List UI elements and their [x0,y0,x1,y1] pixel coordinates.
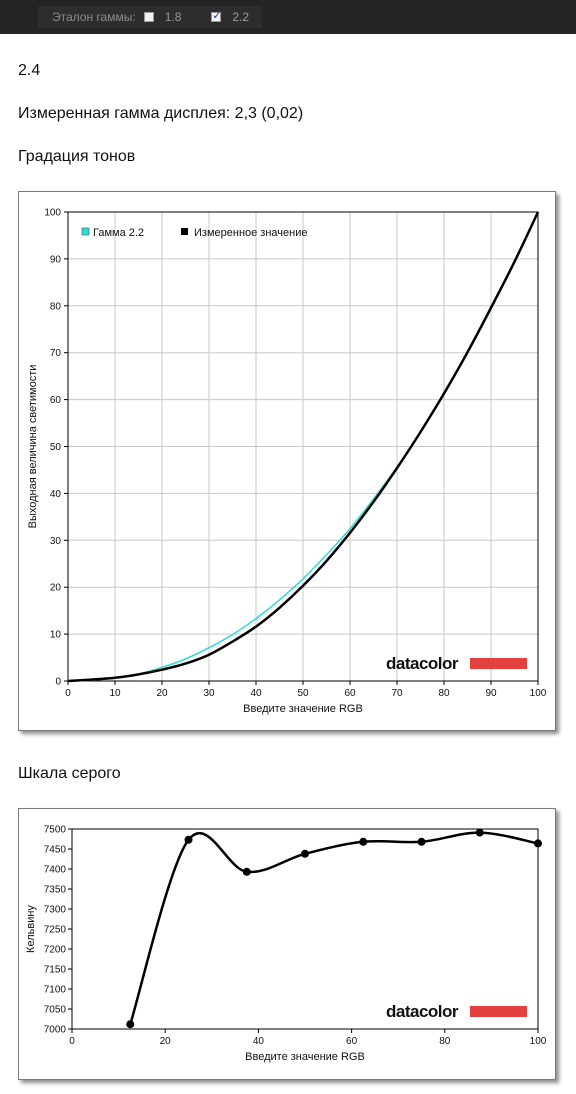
y-tick-label: 90 [50,254,62,265]
x-tick-label: 80 [439,1036,451,1047]
x-tick-label: 20 [160,1036,172,1047]
y-tick-label: 50 [50,442,62,453]
legend-swatch-measured [181,228,188,235]
y-tick-label: 7150 [44,965,67,976]
y-tick-label: 7400 [44,865,67,876]
legend-label-gamma-2-2: Гамма 2.2 [93,227,144,239]
y-tick-label: 7100 [44,985,67,996]
tone-gradation-chart: 0 10 20 30 40 50 60 70 80 90 100 0 10 20 30 40 50 60 70 80 9… [27,208,547,716]
gamma-2-2-label: 2.2 [232,10,250,24]
grayscale-chart: 0 20 40 60 80 100 7000 7050 7100 7150 7200 7250 7300… [25,825,547,1064]
y-tick-label: 0 [55,677,61,688]
gamma-option-2-2[interactable]: 2.2 [211,9,250,24]
x-tick-label: 60 [344,688,356,699]
legend-swatch-gamma-2-2 [81,227,90,236]
gamma-2-2-checkbox[interactable] [211,9,222,22]
data-point [475,828,484,837]
y-tick-label: 10 [50,630,62,641]
y-tick-label: 7050 [44,1005,67,1016]
data-point [417,837,426,846]
y-tick-label: 20 [50,583,62,594]
data-point [301,849,309,858]
grayscale-title: Шкала серого [18,765,121,782]
gamma-1-8-checkbox[interactable] [143,12,154,22]
y-tick-label: 7000 [44,1025,67,1036]
data-point [534,839,542,848]
x-axis-label: Введите значение RGB [245,1051,365,1063]
datacolor-logo-bar [470,658,527,669]
legend-label-measured: Измеренное значение [194,227,308,239]
data-point [359,837,368,846]
y-tick-label: 100 [44,208,61,219]
data-point [184,835,193,844]
datacolor-logo-text: datacolor [386,1002,459,1021]
x-tick-label: 50 [297,688,309,699]
y-tick-label: 7300 [44,905,67,916]
x-tick-label: 100 [530,1036,547,1047]
x-tick-label: 80 [438,688,450,699]
grayscale-chart-panel: 0 20 40 60 80 100 7000 7050 7100 7150 7200 7250 7300… [18,808,556,1080]
y-tick-label: 7350 [44,885,67,896]
y-tick-label: 7250 [44,925,67,936]
x-tick-label: 70 [391,688,403,699]
series-line-measured [67,211,540,683]
x-tick-label: 40 [253,1036,265,1047]
datacolor-logo-text: datacolor [386,654,459,673]
gamma-reference-selector: Эталон гаммы: 1.8 2.2 [38,6,262,28]
y-tick-label: 80 [50,301,62,312]
top-toolbar: Эталон гаммы: 1.8 2.2 [0,0,576,34]
gamma-option-1-8[interactable]: 1.8 [143,10,182,24]
tone-chart-panel: 0 10 20 30 40 50 60 70 80 90 100 0 10 20 30 40 50 60 70 80 9… [18,191,556,731]
x-tick-label: 0 [65,688,71,699]
x-tick-label: 20 [156,688,168,699]
x-tick-label: 90 [485,688,497,699]
y-axis-label: Выходная величина светимости [27,365,39,529]
y-tick-label: 7500 [44,825,67,836]
y-tick-label: 70 [50,348,62,359]
x-tick-label: 10 [109,688,121,699]
x-tick-label: 0 [69,1036,75,1047]
gamma-value: 2.4 [18,62,41,79]
datacolor-logo-bar [470,1006,527,1017]
measured-gamma-text: Измеренная гамма дисплея: 2,3 (0,02) [18,105,304,122]
y-tick-label: 7450 [44,845,67,856]
y-tick-label: 40 [50,489,62,500]
x-tick-label: 60 [346,1036,358,1047]
y-axis-label: Кельвину [25,905,37,953]
data-point [126,1020,135,1029]
plot-area-frame [67,211,539,682]
y-tick-label: 60 [50,395,62,406]
x-tick-label: 30 [203,688,215,699]
x-tick-label: 100 [530,688,547,699]
series-line-kelvin [129,831,539,1025]
x-tick-label: 40 [250,688,262,699]
plot-area-frame [71,828,539,1030]
x-axis-label: Введите значение RGB [243,703,363,715]
gamma-1-8-label: 1.8 [164,10,182,24]
y-tick-label: 30 [50,536,62,547]
data-point [242,867,251,876]
tone-gradation-title: Градация тонов [18,148,136,165]
gamma-reference-label: Эталон гаммы: [52,10,136,24]
y-tick-label: 7200 [44,945,67,956]
